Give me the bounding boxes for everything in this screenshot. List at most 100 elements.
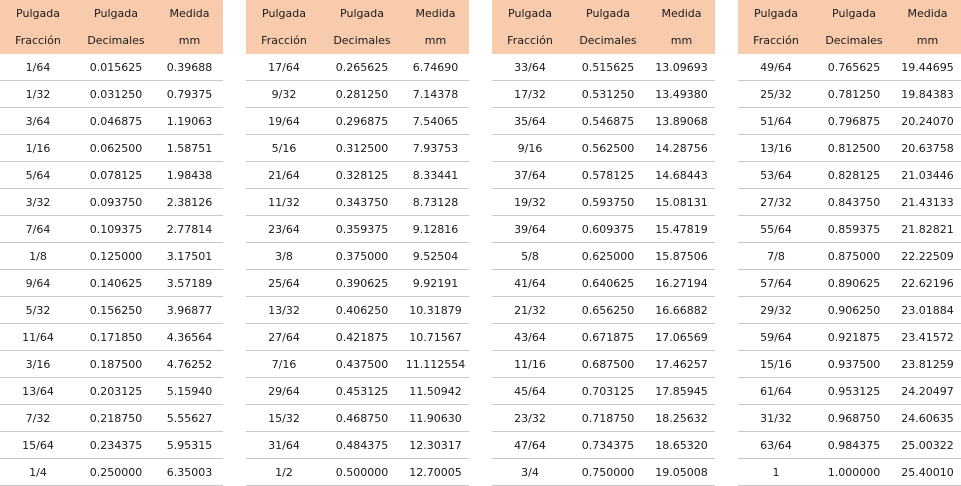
table-row: 11/64 0.171850 4.36564	[0, 323, 223, 351]
table-row: 19/32 0.593750 15.08131	[492, 188, 715, 216]
mm-cell: 10.71567	[402, 323, 469, 351]
table-row: 31/64 0.484375 12.30317	[246, 431, 469, 459]
fraction-cell: 5/64	[0, 161, 76, 189]
decimal-cell: 0.750000	[568, 458, 648, 486]
decimal-cell: 0.984375	[814, 431, 894, 459]
header-decimal-top: Pulgada	[568, 0, 648, 27]
mm-cell: 7.93753	[402, 134, 469, 162]
header-fraction-top: Pulgada	[246, 0, 322, 27]
mm-cell: 2.38126	[156, 188, 223, 216]
table-row: 9/64 0.140625 3.57189	[0, 269, 223, 297]
fraction-cell: 9/16	[492, 134, 568, 162]
mm-cell: 11.90630	[402, 404, 469, 432]
table-row: 57/64 0.890625 22.62196	[738, 269, 961, 297]
mm-cell: 24.60635	[894, 404, 961, 432]
fraction-cell: 5/32	[0, 296, 76, 324]
mm-cell: 3.96877	[156, 296, 223, 324]
table-row: 43/64 0.671875 17.06569	[492, 323, 715, 351]
mm-cell: 1.19063	[156, 107, 223, 135]
fraction-cell: 33/64	[492, 54, 568, 81]
fraction-cell: 3/8	[246, 242, 322, 270]
fraction-cell: 57/64	[738, 269, 814, 297]
fraction-cell: 49/64	[738, 54, 814, 81]
table-row: 3/64 0.046875 1.19063	[0, 107, 223, 135]
mm-cell: 15.08131	[648, 188, 715, 216]
table-row: 55/64 0.859375 21.82821	[738, 215, 961, 243]
table-row: 29/64 0.453125 11.50942	[246, 377, 469, 405]
header-mm-top: Medida	[648, 0, 715, 27]
decimal-cell: 0.375000	[322, 242, 402, 270]
header-decimal-bottom: Decimales	[76, 27, 156, 54]
table-row: 29/32 0.906250 23.01884	[738, 296, 961, 324]
table-row: 25/32 0.781250 19.84383	[738, 80, 961, 108]
table-row: 35/64 0.546875 13.89068	[492, 107, 715, 135]
mm-cell: 16.27194	[648, 269, 715, 297]
mm-cell: 9.12816	[402, 215, 469, 243]
fraction-cell: 15/64	[0, 431, 76, 459]
table-row: 39/64 0.609375 15.47819	[492, 215, 715, 243]
conversion-table-3: Pulgada Pulgada Medida Fracción Decimales mm 3…	[492, 0, 715, 486]
table-row: 59/64 0.921875 23.41572	[738, 323, 961, 351]
table-row: 41/64 0.640625 16.27194	[492, 269, 715, 297]
decimal-cell: 0.250000	[76, 458, 156, 486]
mm-cell: 9.92191	[402, 269, 469, 297]
fraction-cell: 1/32	[0, 80, 76, 108]
decimal-cell: 0.281250	[322, 80, 402, 108]
fraction-cell: 29/64	[246, 377, 322, 405]
fraction-cell: 31/64	[246, 431, 322, 459]
fraction-cell: 59/64	[738, 323, 814, 351]
decimal-cell: 0.765625	[814, 54, 894, 81]
decimal-cell: 0.453125	[322, 377, 402, 405]
table-row: 9/32 0.281250 7.14378	[246, 80, 469, 108]
decimal-cell: 0.421875	[322, 323, 402, 351]
decimal-cell: 0.156250	[76, 296, 156, 324]
fraction-cell: 7/64	[0, 215, 76, 243]
table-row: 25/64 0.390625 9.92191	[246, 269, 469, 297]
decimal-cell: 0.046875	[76, 107, 156, 135]
decimal-cell: 0.640625	[568, 269, 648, 297]
fraction-cell: 7/16	[246, 350, 322, 378]
table-row: 1 1.000000 25.40010	[738, 458, 961, 486]
table-row: 27/64 0.421875 10.71567	[246, 323, 469, 351]
mm-cell: 18.25632	[648, 404, 715, 432]
header-mm-bottom: mm	[402, 27, 469, 54]
mm-cell: 17.06569	[648, 323, 715, 351]
fraction-cell: 1/8	[0, 242, 76, 270]
table-row: 33/64 0.515625 13.09693	[492, 54, 715, 81]
decimal-cell: 0.171850	[76, 323, 156, 351]
fraction-cell: 53/64	[738, 161, 814, 189]
table-row: 17/32 0.531250 13.49380	[492, 80, 715, 108]
header-mm-bottom: mm	[648, 27, 715, 54]
decimal-cell: 0.937500	[814, 350, 894, 378]
table-row: 51/64 0.796875 20.24070	[738, 107, 961, 135]
table-row: 1/2 0.500000 12.70005	[246, 458, 469, 486]
fraction-cell: 27/64	[246, 323, 322, 351]
table-row: 3/32 0.093750 2.38126	[0, 188, 223, 216]
decimal-cell: 0.218750	[76, 404, 156, 432]
fraction-cell: 21/32	[492, 296, 568, 324]
fraction-cell: 25/32	[738, 80, 814, 108]
decimal-cell: 0.203125	[76, 377, 156, 405]
table-row: 23/64 0.359375 9.12816	[246, 215, 469, 243]
table-row: 3/16 0.187500 4.76252	[0, 350, 223, 378]
decimal-cell: 0.140625	[76, 269, 156, 297]
mm-cell: 5.55627	[156, 404, 223, 432]
table-row: 1/64 0.015625 0.39688	[0, 54, 223, 81]
mm-cell: 19.84383	[894, 80, 961, 108]
decimal-cell: 0.906250	[814, 296, 894, 324]
decimal-cell: 0.109375	[76, 215, 156, 243]
table-row: 5/64 0.078125 1.98438	[0, 161, 223, 189]
decimal-cell: 0.468750	[322, 404, 402, 432]
decimal-cell: 0.968750	[814, 404, 894, 432]
fraction-cell: 29/32	[738, 296, 814, 324]
table-row: 1/32 0.031250 0.79375	[0, 80, 223, 108]
header-fraction-top: Pulgada	[0, 0, 76, 27]
mm-cell: 7.54065	[402, 107, 469, 135]
mm-cell: 23.81259	[894, 350, 961, 378]
header-fraction-bottom: Fracción	[246, 27, 322, 54]
fraction-cell: 9/64	[0, 269, 76, 297]
mm-cell: 13.89068	[648, 107, 715, 135]
fraction-cell: 21/64	[246, 161, 322, 189]
mm-cell: 9.52504	[402, 242, 469, 270]
table-row: 13/32 0.406250 10.31879	[246, 296, 469, 324]
